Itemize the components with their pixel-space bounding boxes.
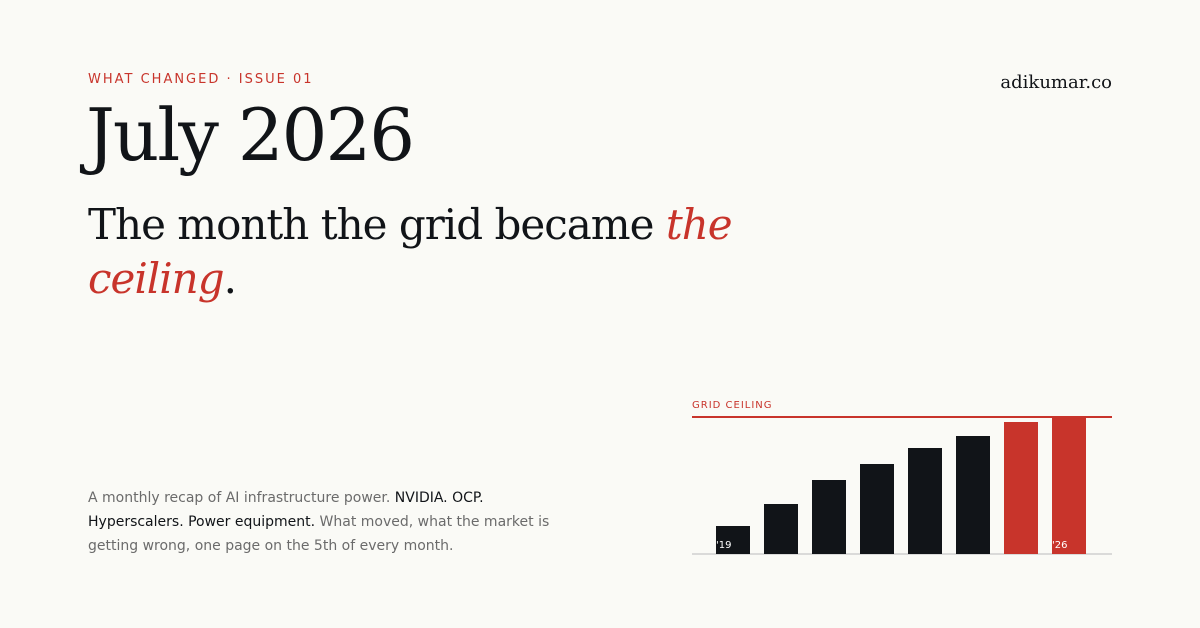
headline-emphasis-2: ceiling: [88, 254, 225, 303]
chart-bar: [1052, 418, 1086, 554]
chart-bar: [860, 464, 894, 554]
headline-end: .: [223, 254, 237, 303]
page-title: July 2026: [86, 93, 415, 177]
headline-emphasis-1: the: [665, 200, 733, 249]
chart-bar: [716, 526, 750, 554]
description-part-2: What moved, what the market is getting w…: [88, 514, 550, 554]
headline-main: The month the grid became: [88, 200, 666, 249]
description: A monthly recap of AI infrastructure pow…: [88, 486, 558, 558]
chart-bar: [1004, 422, 1038, 554]
description-part-1: A monthly recap of AI infrastructure pow…: [88, 490, 395, 506]
chart-tick-label: '19: [716, 540, 731, 551]
chart-bar: [812, 480, 846, 554]
grid-ceiling-chart: '19 '26: [692, 416, 1112, 555]
chart-tick-label: '26: [1052, 540, 1067, 551]
headline: The month the grid became the ceiling.: [88, 198, 788, 306]
chart-bar: [764, 504, 798, 554]
brand-link[interactable]: adikumar.co: [1000, 72, 1112, 93]
description-bold: NVIDIA. OCP. Hyperscalers. Power equipme…: [88, 490, 484, 530]
issue-kicker: WHAT CHANGED · ISSUE 01: [88, 72, 314, 87]
chart-bar: [956, 436, 990, 554]
chart-label: GRID CEILING: [692, 400, 773, 411]
chart-bar: [908, 448, 942, 554]
